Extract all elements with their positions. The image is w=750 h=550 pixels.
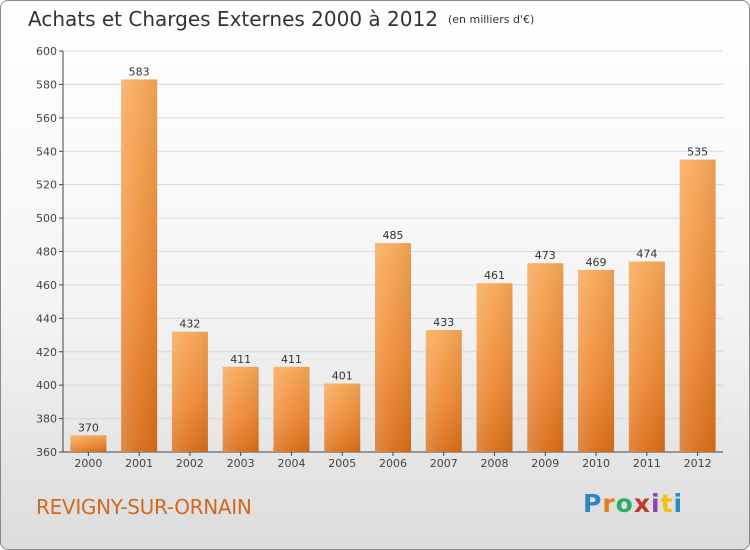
data-label: 411 — [281, 353, 302, 366]
x-tick-label: 2012 — [684, 457, 712, 470]
data-label: 370 — [78, 421, 99, 434]
x-tick-label: 2008 — [481, 457, 509, 470]
x-tick-label: 2009 — [531, 457, 559, 470]
label-layer: 2000 370 2001 583 2002 432 2003 411 2004 411 2005 4… — [74, 65, 711, 470]
x-tick-label: 2003 — [227, 457, 255, 470]
chart-title-unit: (en milliers d'€) — [447, 13, 535, 26]
bar-shine — [476, 283, 513, 452]
bar-shine — [375, 243, 411, 452]
city-name: REVIGNY-SUR-ORNAIN — [36, 495, 252, 519]
data-label: 411 — [230, 353, 251, 366]
y-tick-label: 580 — [36, 78, 57, 91]
bar-shine — [628, 261, 665, 452]
y-tick-label: 540 — [36, 145, 57, 158]
proxiti-logo: Proxiti — [583, 489, 683, 518]
logo-letter: x — [633, 489, 651, 518]
x-tick-label: 2002 — [176, 457, 204, 470]
data-label: 469 — [586, 256, 607, 269]
bar-shine — [324, 383, 361, 452]
y-tick-label: 440 — [36, 312, 57, 325]
bar-shine — [578, 269, 615, 452]
logo-letter: r — [602, 489, 616, 518]
y-tick-label: 500 — [36, 212, 57, 225]
logo-letter: o — [615, 489, 634, 518]
data-label: 432 — [179, 318, 200, 331]
y-tick-label: 420 — [36, 346, 57, 359]
bar-shine — [679, 159, 716, 452]
bar-layer — [70, 79, 716, 452]
bar-shine — [273, 366, 310, 452]
data-label: 433 — [433, 316, 454, 329]
y-tick-label: 480 — [36, 246, 57, 259]
x-tick-label: 2006 — [379, 457, 407, 470]
data-label: 461 — [484, 269, 505, 282]
y-tick-label: 380 — [36, 413, 57, 426]
logo-letter: i — [651, 489, 661, 518]
chart-title-text: Achats et Charges Externes 2000 à 2012 — [28, 7, 438, 31]
chart-title: Achats et Charges Externes 2000 à 2012 (e… — [28, 7, 534, 31]
data-label: 474 — [636, 248, 657, 261]
y-tick-label: 360 — [36, 446, 57, 459]
x-tick-label: 2007 — [430, 457, 458, 470]
y-tick-label: 560 — [36, 112, 57, 125]
data-label: 535 — [687, 146, 708, 159]
logo-letter: i — [673, 489, 684, 518]
bar-shine — [70, 435, 107, 452]
x-tick-label: 2005 — [328, 457, 356, 470]
x-tick-label: 2010 — [582, 457, 610, 470]
data-label: 583 — [129, 65, 150, 78]
logo-letter: P — [583, 489, 603, 518]
bar-shine — [527, 263, 564, 452]
y-tick-label: 520 — [36, 179, 57, 192]
data-label: 473 — [535, 249, 556, 262]
y-tick-label: 600 — [36, 45, 57, 58]
x-tick-label: 2011 — [633, 457, 661, 470]
bar-shine — [222, 366, 259, 452]
bar-shine — [121, 79, 158, 452]
data-label: 401 — [332, 369, 353, 382]
x-tick-label: 2004 — [277, 457, 305, 470]
logo-letter: t — [660, 489, 674, 518]
bar-shine — [171, 331, 208, 452]
x-tick-label: 2001 — [125, 457, 153, 470]
y-tick-label: 400 — [36, 379, 57, 392]
data-label: 485 — [383, 229, 404, 242]
y-tick-label: 460 — [36, 279, 57, 292]
x-tick-label: 2000 — [74, 457, 102, 470]
bar-shine — [425, 330, 462, 452]
